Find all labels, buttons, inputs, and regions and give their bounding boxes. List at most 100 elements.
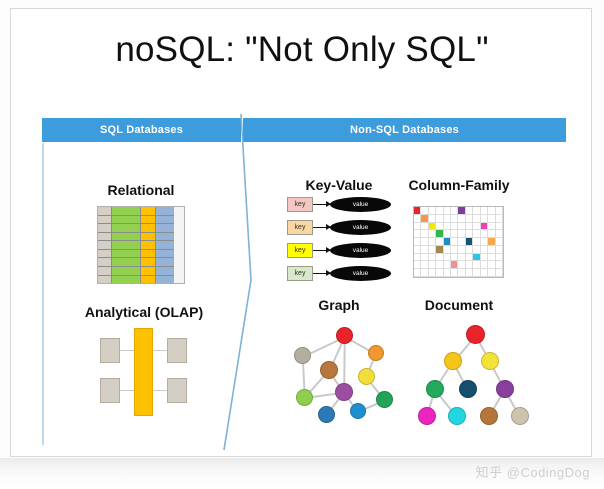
column-family-cell [458, 261, 466, 270]
header-sql-databases: SQL Databases [42, 118, 241, 142]
document-node [481, 352, 499, 370]
relational-cell [98, 249, 111, 259]
column-family-cell [488, 222, 496, 231]
olap-satellite-box [100, 338, 120, 363]
column-family-cell [421, 269, 429, 277]
relational-cell [140, 232, 156, 242]
column-family-filled-cell [436, 230, 444, 239]
column-family-cell [451, 207, 459, 215]
column-family-filled-cell [436, 245, 444, 254]
column-family-cell [488, 261, 496, 270]
graph-node [368, 345, 384, 361]
column-family-cell [495, 230, 503, 239]
column-family-cell [495, 214, 503, 223]
column-family-cell [495, 222, 503, 231]
column-family-cell [436, 222, 444, 231]
relational-column [111, 207, 141, 284]
olap-satellite-box [100, 378, 120, 403]
key-value-row: key value [287, 243, 391, 258]
column-family-cell [480, 245, 489, 254]
key-box: key [287, 266, 313, 281]
relational-cell [156, 215, 174, 225]
relational-column [140, 207, 157, 284]
zigzag-divider [223, 113, 252, 451]
column-family-cell [443, 245, 452, 254]
relational-cell [98, 207, 111, 216]
document-node [496, 380, 514, 398]
column-family-cell [414, 214, 422, 223]
column-family-filled-cell [458, 207, 466, 215]
column-family-cell [465, 269, 474, 277]
column-family-cell [488, 230, 496, 239]
caption-column-family: Column-Family [408, 177, 510, 193]
column-family-filled-cell [451, 261, 459, 270]
page-bottom-strip [0, 458, 604, 489]
graph-node [296, 389, 313, 406]
column-family-cell [480, 269, 489, 277]
column-family-cell [421, 238, 429, 246]
column-family-cell [414, 269, 422, 277]
key-value-row: key value [287, 266, 391, 281]
relational-cell [98, 258, 111, 267]
column-family-cell [495, 269, 503, 277]
column-family-cell [458, 214, 466, 223]
column-family-cell [451, 214, 459, 223]
relational-cell [111, 266, 140, 276]
column-family-cell [428, 230, 437, 239]
column-family-cell [414, 261, 422, 270]
relational-cell [111, 258, 140, 267]
column-family-filled-cell [428, 222, 437, 231]
caption-graph: Graph [318, 297, 360, 313]
column-family-cell [451, 245, 459, 254]
key-value-figure: key value key value key value key value [287, 197, 391, 281]
column-family-cell [436, 238, 444, 246]
graph-figure [288, 323, 398, 425]
olap-central-bar [134, 328, 153, 416]
column-family-filled-cell [421, 214, 429, 223]
graph-node [335, 383, 353, 401]
column-family-cell [428, 269, 437, 277]
caption-analytical-olap: Analytical (OLAP) [84, 304, 204, 320]
document-node [426, 380, 444, 398]
relational-cell [98, 266, 111, 276]
column-family-cell [436, 261, 444, 270]
column-family-cell [480, 214, 489, 223]
column-family-cell [458, 253, 466, 262]
column-family-cell [443, 253, 452, 262]
relational-cell [98, 215, 111, 225]
arrow-icon [313, 201, 331, 207]
column-family-cell [488, 245, 496, 254]
relational-cell [98, 224, 111, 233]
column-family-cell [414, 222, 422, 231]
caption-relational: Relational [107, 182, 175, 198]
graph-node [318, 406, 335, 423]
column-family-cell [421, 245, 429, 254]
caption-document: Document [424, 297, 494, 313]
column-family-cell [465, 261, 474, 270]
value-ellipse: value [330, 197, 391, 212]
relational-cell [140, 258, 156, 267]
column-family-filled-cell [473, 253, 481, 262]
column-family-cell [443, 222, 452, 231]
column-family-cell [443, 261, 452, 270]
relational-cell [156, 266, 174, 276]
column-family-cell [488, 207, 496, 215]
relational-column [98, 207, 112, 284]
column-family-cell [421, 207, 429, 215]
column-family-cell [495, 261, 503, 270]
column-family-cell [480, 261, 489, 270]
column-family-cell [473, 238, 481, 246]
column-family-cell [465, 207, 474, 215]
olap-figure [98, 328, 190, 416]
column-family-cell [480, 207, 489, 215]
relational-cell [156, 224, 174, 233]
relational-cell [156, 207, 174, 216]
document-node [480, 407, 498, 425]
column-family-cell [451, 238, 459, 246]
relational-cell [98, 232, 111, 242]
column-family-cell [436, 269, 444, 277]
column-family-cell [421, 230, 429, 239]
document-figure [418, 325, 533, 427]
document-node [511, 407, 529, 425]
